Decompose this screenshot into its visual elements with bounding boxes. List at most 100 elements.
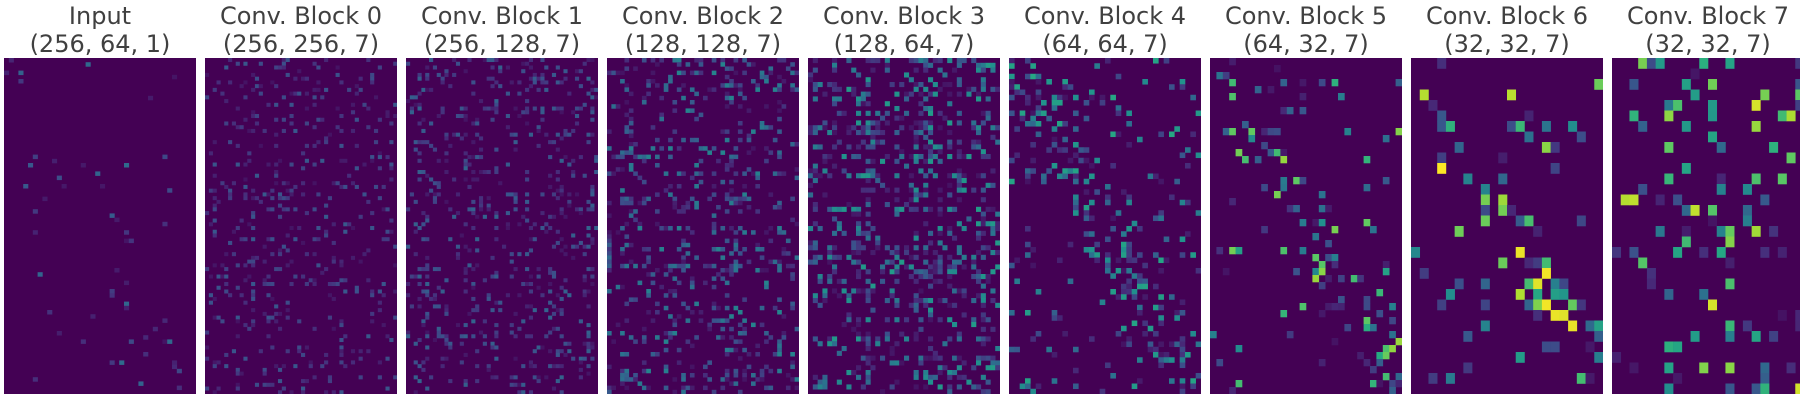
heatmap-cell [620, 79, 625, 84]
heatmap-cell [1629, 194, 1639, 206]
heatmap-cell [1137, 304, 1143, 311]
heatmap-cell [1681, 226, 1691, 237]
heatmap-cell [559, 80, 564, 85]
heatmap-cell [327, 293, 333, 298]
heatmap-cell [339, 80, 344, 85]
heatmap-cell [607, 146, 612, 151]
heatmap-cell [976, 278, 982, 284]
heatmap-cell [884, 58, 890, 64]
heatmap-cell [228, 293, 233, 298]
heatmap-cell [808, 192, 814, 198]
heatmap-cell [467, 184, 472, 189]
heatmap-cell [620, 150, 625, 155]
heatmap-cell [1376, 310, 1384, 318]
heatmap-cell [243, 356, 248, 361]
heatmap-cell [61, 184, 67, 189]
heatmap-cell [836, 206, 842, 212]
heatmap-cell [536, 76, 541, 81]
heatmap-cell [1190, 131, 1196, 138]
heatmap-cell [463, 222, 468, 227]
heatmap-cell [904, 317, 910, 323]
heatmap-cell [551, 106, 557, 111]
heatmap-cell [1280, 184, 1288, 192]
heatmap-cell [827, 206, 833, 212]
heatmap-cell [724, 318, 730, 323]
heatmap-cell [517, 114, 522, 119]
heatmap-cell [711, 70, 717, 76]
heatmap-cell [659, 284, 665, 290]
heatmap-cell [663, 171, 669, 176]
heatmap-cell [1708, 110, 1718, 122]
heatmap-cell [624, 377, 630, 382]
heatmap-cell [1395, 128, 1402, 136]
heatmap-cell [865, 197, 871, 203]
heatmap-cell [746, 137, 752, 143]
heatmap-cell [685, 385, 691, 391]
heatmap-cell [582, 274, 587, 279]
heatmap-cell [436, 72, 441, 77]
heatmap-cell [432, 65, 438, 70]
heatmap-cell [827, 336, 833, 342]
heatmap-cell [490, 117, 495, 122]
heatmap-cell [681, 95, 686, 101]
heatmap-cell [1725, 331, 1735, 342]
heatmap-cell [239, 293, 244, 298]
heatmap-cell [1370, 380, 1377, 388]
heatmap-cell [928, 144, 934, 150]
heatmap-cell [1254, 86, 1262, 94]
heatmap-cell [559, 110, 564, 115]
heatmap-cell [254, 173, 260, 178]
heatmap-cell [913, 144, 919, 150]
heatmap-cell [274, 132, 279, 137]
heatmap-cell [942, 115, 948, 121]
heatmap-cell [1280, 156, 1288, 164]
heatmap-cell [794, 167, 799, 172]
heatmap-cell [880, 389, 886, 394]
heatmap-cell [555, 293, 560, 298]
heatmap-cell [908, 173, 914, 179]
heatmap-cell [624, 221, 630, 227]
heatmap-cell [563, 352, 568, 357]
heatmap-cell [1274, 149, 1281, 157]
heatmap-cell [980, 149, 986, 155]
heatmap-cell [703, 263, 708, 269]
heatmap-cell [856, 274, 862, 280]
heatmap-cell [1280, 107, 1288, 115]
heatmap-cell [1073, 367, 1079, 374]
heatmap-cell [525, 304, 530, 309]
heatmap-cell [1057, 315, 1063, 321]
heatmap-cell [928, 91, 934, 97]
heatmap-cell [417, 274, 422, 279]
heatmap-cell [1051, 163, 1058, 169]
heatmap-cell [1158, 352, 1164, 358]
heatmap-cell [913, 336, 919, 342]
heatmap-cell [947, 302, 953, 308]
heatmap-cell [764, 284, 769, 290]
heatmap-cell [590, 203, 595, 208]
heatmap-cell [1147, 341, 1154, 348]
heatmap-cell [899, 360, 905, 366]
heatmap-cell [308, 364, 313, 369]
heatmap-cell [559, 311, 564, 316]
heatmap-cell [908, 264, 914, 270]
heatmap-cell [536, 128, 541, 133]
heatmap-cell [937, 206, 943, 212]
heatmap-cell [212, 196, 217, 201]
heatmap-cell [274, 65, 279, 70]
heatmap-cell [856, 259, 862, 265]
heatmap-cell [865, 82, 871, 88]
heatmap-cell [1019, 383, 1026, 390]
heatmap-cell [777, 87, 782, 92]
heatmap-cell [1480, 299, 1490, 311]
heatmap-cell [729, 226, 734, 231]
heatmap-cell [894, 341, 900, 347]
heatmap-cell [1174, 315, 1180, 321]
heatmap-cell [681, 373, 686, 378]
heatmap-cell [851, 245, 857, 251]
heatmap-cell [822, 192, 828, 198]
heatmap-cell [1115, 210, 1122, 216]
heatmap-cell [904, 336, 910, 342]
heatmap-cell [406, 99, 411, 104]
heatmap-cell [724, 91, 730, 97]
heatmap-cell [406, 244, 411, 249]
